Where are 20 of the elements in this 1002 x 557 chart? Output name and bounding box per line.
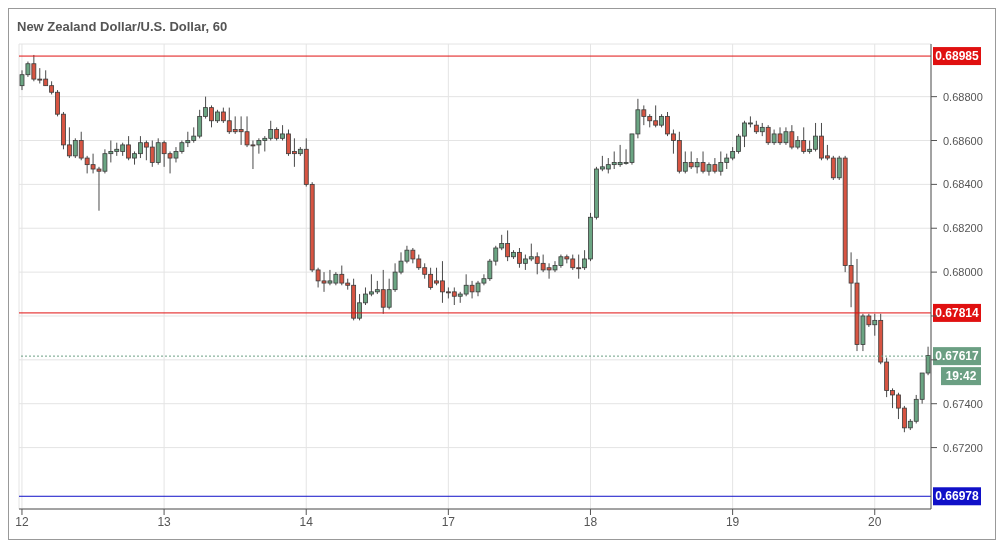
ref-line-label: 0.66978	[935, 489, 980, 504]
y-tick-label: 0.68600	[943, 134, 983, 147]
y-tick-label: 0.68000	[943, 266, 983, 279]
text: 19:42	[945, 369, 977, 384]
x-tick-label: 19	[725, 514, 740, 529]
y-tick-label: 0.67200	[943, 441, 983, 454]
x-tick-label: 14	[299, 514, 314, 529]
y-tick-label: 0.68200	[943, 222, 983, 235]
x-tick-label: 12	[15, 514, 29, 529]
ref-line-label: 0.68985	[935, 49, 980, 64]
ref-line-label: 0.67814	[935, 305, 980, 320]
ref-line-label: 0.67617	[935, 349, 980, 364]
x-tick-label: 13	[157, 514, 172, 529]
chart-title: New Zealand Dollar/U.S. Dollar, 60	[17, 19, 228, 34]
x-tick-label: 17	[441, 514, 456, 529]
y-tick-label: 0.68400	[943, 178, 983, 191]
x-tick-label: 20	[868, 514, 882, 529]
x-tick-label: 18	[583, 514, 598, 529]
y-tick-label: 0.67400	[943, 397, 983, 410]
y-tick-label: 0.68800	[943, 90, 983, 103]
